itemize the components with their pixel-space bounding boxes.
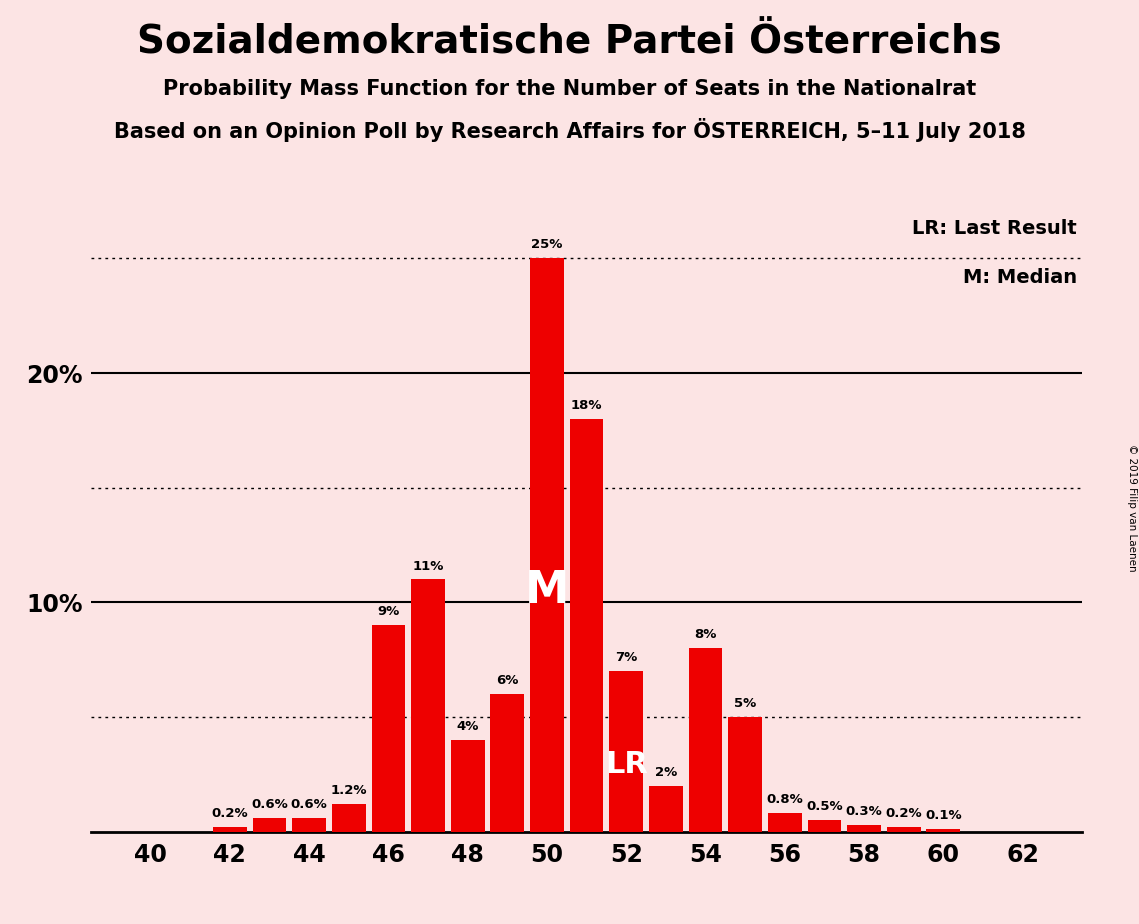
Text: 5%: 5% <box>734 697 756 710</box>
Text: 6%: 6% <box>497 675 518 687</box>
Bar <box>808 821 842 832</box>
Text: 11%: 11% <box>412 560 444 573</box>
Text: M: Median: M: Median <box>962 268 1077 287</box>
Text: 25%: 25% <box>531 238 563 251</box>
Bar <box>847 825 880 832</box>
Text: 1.2%: 1.2% <box>330 784 367 797</box>
Bar <box>649 785 682 832</box>
Text: 18%: 18% <box>571 399 603 412</box>
Text: 0.6%: 0.6% <box>290 798 328 811</box>
Bar <box>609 671 644 832</box>
Text: 0.1%: 0.1% <box>925 809 961 822</box>
Bar <box>451 740 484 832</box>
Text: Probability Mass Function for the Number of Seats in the Nationalrat: Probability Mass Function for the Number… <box>163 79 976 99</box>
Text: 9%: 9% <box>377 605 400 618</box>
Bar <box>728 717 762 832</box>
Bar <box>887 827 920 832</box>
Text: 2%: 2% <box>655 766 677 779</box>
Text: 8%: 8% <box>695 628 716 641</box>
Text: Based on an Opinion Poll by Research Affairs for ÖSTERREICH, 5–11 July 2018: Based on an Opinion Poll by Research Aff… <box>114 118 1025 142</box>
Text: M: M <box>525 569 570 613</box>
Text: 0.5%: 0.5% <box>806 800 843 813</box>
Bar <box>926 830 960 832</box>
Text: LR: LR <box>605 749 648 779</box>
Bar <box>768 813 802 832</box>
Bar <box>293 818 326 832</box>
Bar <box>689 648 722 832</box>
Bar <box>491 694 524 832</box>
Text: 0.6%: 0.6% <box>251 798 288 811</box>
Text: 0.2%: 0.2% <box>885 808 921 821</box>
Bar <box>331 804 366 832</box>
Text: 0.2%: 0.2% <box>212 808 248 821</box>
Text: 0.8%: 0.8% <box>767 794 803 807</box>
Text: LR: Last Result: LR: Last Result <box>912 219 1077 237</box>
Text: 4%: 4% <box>457 720 478 733</box>
Bar <box>253 818 286 832</box>
Bar <box>371 626 405 832</box>
Bar <box>213 827 247 832</box>
Bar <box>530 259 564 832</box>
Text: 0.3%: 0.3% <box>845 805 883 818</box>
Bar <box>411 579 445 832</box>
Text: Sozialdemokratische Partei Österreichs: Sozialdemokratische Partei Österreichs <box>137 23 1002 61</box>
Bar <box>570 419 604 832</box>
Text: © 2019 Filip van Laenen: © 2019 Filip van Laenen <box>1126 444 1137 572</box>
Text: 7%: 7% <box>615 651 638 664</box>
